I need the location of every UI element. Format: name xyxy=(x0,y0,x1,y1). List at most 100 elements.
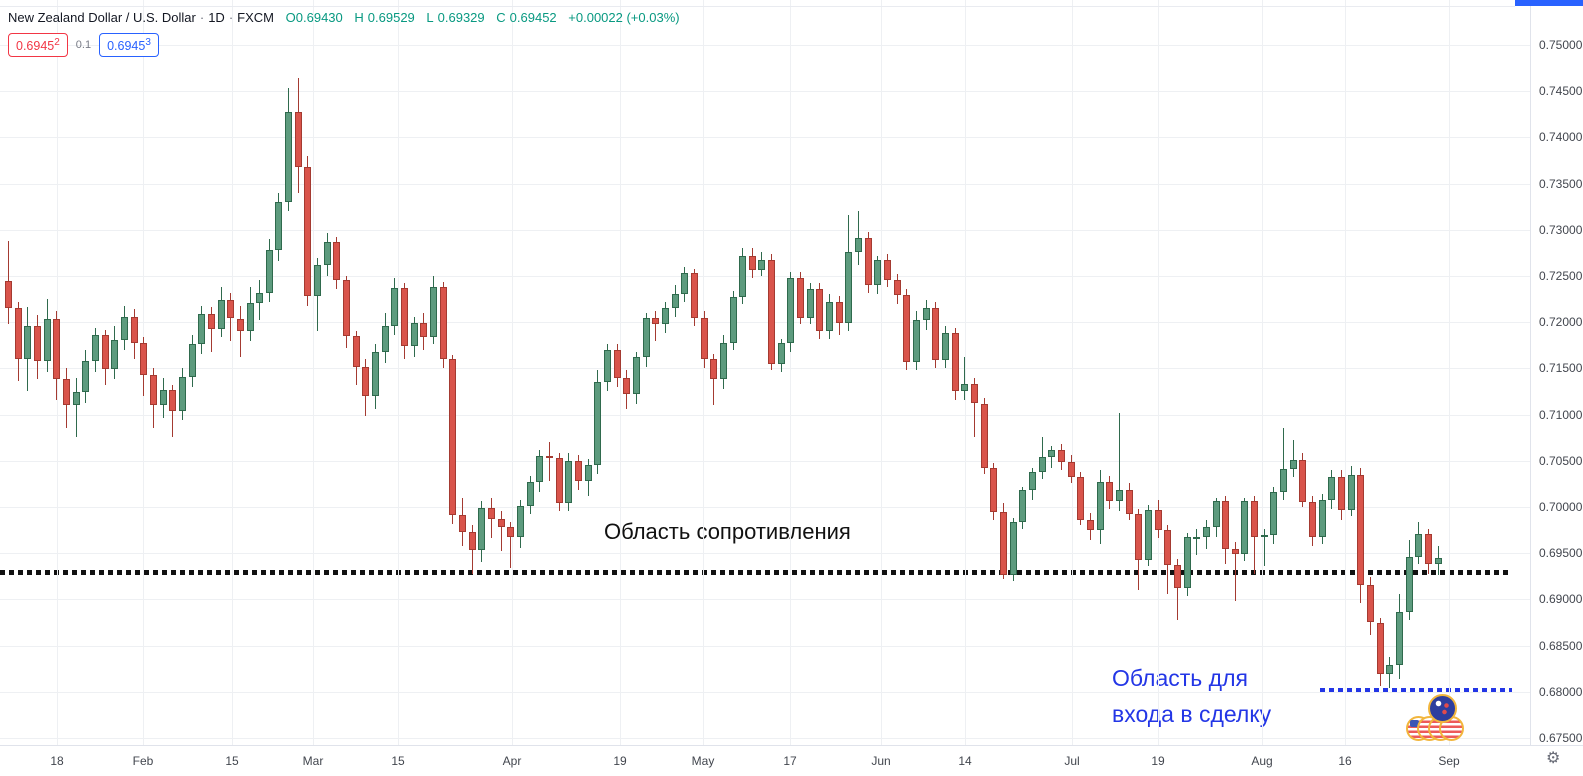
separator-dot: · xyxy=(228,10,234,25)
axis-settings-gear-icon[interactable]: ⚙ xyxy=(1546,750,1561,767)
price-axis[interactable]: 0.75000 0.74500 0.74000 0.73500 0.73000 0.725… xyxy=(1530,0,1583,745)
price-axis-label: 0.72000 xyxy=(1539,315,1583,330)
entry-area-label[interactable]: Область для входа в сделку xyxy=(1112,660,1271,732)
candle-body xyxy=(130,316,138,343)
candle-body xyxy=(1289,459,1297,470)
time-axis-label: 14 xyxy=(958,754,972,768)
horizontal-gridline xyxy=(0,691,1530,693)
candle-body xyxy=(555,458,563,504)
candle-body xyxy=(1318,499,1326,537)
candle-body xyxy=(1057,449,1065,462)
nzd-flag-coin-icon xyxy=(1428,694,1457,723)
horizontal-gridline xyxy=(0,322,1530,324)
candle-body xyxy=(719,342,727,380)
candle-body xyxy=(53,319,61,380)
buy-price-button[interactable]: 0.69453 xyxy=(99,33,159,58)
horizontal-gridline xyxy=(0,368,1530,370)
time-axis-label: Jul xyxy=(1064,754,1080,768)
candle-body xyxy=(82,361,90,393)
candle-body xyxy=(845,251,853,324)
candle-body xyxy=(855,238,863,252)
candle-body xyxy=(159,389,167,406)
candle-body xyxy=(526,482,534,507)
nzdusd-pair-logo xyxy=(1406,694,1468,745)
candle-body xyxy=(1086,519,1094,531)
candle-wick xyxy=(713,353,715,406)
horizontal-gridline xyxy=(0,460,1530,462)
candle-body xyxy=(874,260,882,286)
ohlc-values: O0.69430 H 0.69529 L 0.69329 C 0.69452 +0.0… xyxy=(286,10,684,25)
vertical-gridline xyxy=(703,0,704,745)
candle-body xyxy=(1328,476,1336,500)
candle-body xyxy=(381,325,389,352)
candle-body xyxy=(323,241,331,265)
candle-body xyxy=(971,384,978,404)
candle-body xyxy=(642,317,650,358)
chart-legend[interactable]: New Zealand Dollar / U.S. Dollar · 1D · FXCM… xyxy=(8,10,684,25)
entry-dotted-line[interactable] xyxy=(1320,687,1512,693)
candle-body xyxy=(826,301,834,332)
price-axis-label: 0.69500 xyxy=(1539,546,1583,561)
candle-body xyxy=(459,515,467,532)
quote-row: 0.69452 0.1 0.69453 xyxy=(8,33,159,58)
price-axis-label: 0.68000 xyxy=(1539,684,1583,699)
candle-body xyxy=(999,511,1007,576)
candle-body xyxy=(632,357,640,395)
candle-body xyxy=(1115,490,1123,502)
horizontal-gridline xyxy=(0,91,1530,93)
candle-body xyxy=(314,264,322,297)
candle-body xyxy=(439,287,447,360)
candle-body xyxy=(343,279,351,337)
candle-body xyxy=(1270,492,1278,535)
candle-body xyxy=(787,277,795,344)
candle-body xyxy=(1405,556,1413,613)
candle-body xyxy=(1260,534,1268,538)
candle-body xyxy=(1183,537,1191,589)
price-axis-label: 0.71000 xyxy=(1539,407,1583,422)
vertical-gridline xyxy=(790,0,791,745)
sell-price-button[interactable]: 0.69452 xyxy=(8,33,68,58)
candle-body xyxy=(980,403,988,469)
time-axis-label: 19 xyxy=(613,754,627,768)
vertical-gridline xyxy=(232,0,233,745)
candle-body xyxy=(516,506,524,537)
price-axis-label: 0.71500 xyxy=(1539,361,1583,376)
price-axis-label: 0.67500 xyxy=(1539,731,1583,745)
low-label: L xyxy=(426,10,434,25)
candle-wick xyxy=(510,521,512,568)
candle-body xyxy=(671,294,679,309)
candle-body xyxy=(43,319,51,361)
resistance-dotted-line[interactable] xyxy=(0,569,1512,575)
candle-body xyxy=(14,308,22,360)
candle-body xyxy=(352,336,360,367)
candle-body xyxy=(420,323,428,337)
candle-body xyxy=(1396,612,1404,665)
resistance-area-label[interactable]: Область сопротивления xyxy=(604,519,851,544)
candle-body xyxy=(565,460,573,504)
candle-body xyxy=(1096,482,1104,531)
candle-body xyxy=(1357,474,1365,585)
candle-body xyxy=(391,288,399,326)
symbol-title-row[interactable]: New Zealand Dollar / U.S. Dollar · 1D · FXCM… xyxy=(8,10,684,25)
candle-wick xyxy=(210,307,212,352)
candle-body xyxy=(758,260,766,270)
time-axis[interactable]: 18 Feb 15 Mar 15 Apr 19 May 17 Jun 14 Jul 19 Aug 16 Sep xyxy=(0,745,1583,776)
symbol-name[interactable]: New Zealand Dollar / U.S. Dollar xyxy=(8,10,196,25)
candle-body xyxy=(1106,482,1114,502)
candle-body xyxy=(62,379,70,406)
chart-pane[interactable]: Область сопротивления Область для входа … xyxy=(0,0,1530,745)
candle-body xyxy=(1154,509,1162,531)
exchange-name[interactable]: FXCM xyxy=(237,10,275,25)
candle-body xyxy=(101,335,109,370)
candle-body xyxy=(304,166,312,297)
vertical-gridline xyxy=(1262,0,1263,745)
candle-body xyxy=(613,349,621,378)
candle-body xyxy=(990,468,998,512)
candle-body xyxy=(217,300,225,329)
sell-price-last-digit: 2 xyxy=(54,37,60,48)
price-axis-label: 0.72500 xyxy=(1539,269,1583,283)
timeframe[interactable]: 1D xyxy=(208,10,225,25)
candle-body xyxy=(1038,457,1046,472)
candle-body xyxy=(1222,501,1230,549)
candle-body xyxy=(913,320,921,362)
